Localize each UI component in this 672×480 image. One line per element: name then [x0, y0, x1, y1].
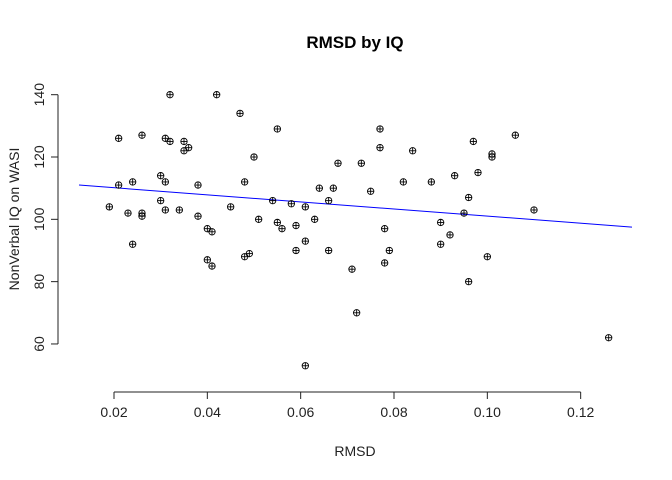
x-tick-label: 0.12 [567, 404, 594, 420]
data-point [381, 225, 389, 233]
y-tick-label: 80 [31, 274, 47, 290]
data-point [278, 225, 286, 233]
data-point [474, 168, 482, 177]
data-point [367, 187, 375, 195]
y-axis-label: NonVerbal IQ on WASI [6, 148, 22, 291]
data-point [483, 253, 491, 261]
data-point [460, 209, 468, 217]
data-point [301, 203, 309, 211]
data-point [157, 196, 165, 205]
y-tick-label: 100 [31, 207, 47, 231]
data-point [451, 172, 459, 180]
data-point [161, 206, 169, 214]
data-point [166, 91, 174, 99]
data-point [353, 309, 361, 317]
data-point [157, 172, 165, 180]
data-point [129, 240, 137, 248]
data-point [301, 237, 309, 245]
y-tick-label: 120 [31, 145, 47, 169]
data-point [105, 203, 113, 211]
data-point [301, 362, 309, 370]
data-point [138, 131, 146, 139]
data-points [105, 91, 613, 370]
data-point [273, 218, 281, 227]
data-point [469, 137, 477, 146]
data-point [292, 221, 300, 230]
data-point [241, 178, 249, 186]
data-point [227, 203, 235, 211]
data-point [348, 265, 356, 273]
data-point [325, 196, 333, 205]
data-point [203, 225, 211, 233]
data-point [325, 246, 333, 255]
data-point [213, 91, 221, 99]
x-tick-label: 0.06 [287, 404, 314, 420]
data-point [399, 178, 407, 186]
data-point [376, 125, 384, 133]
data-point [161, 178, 169, 186]
x-tick-label: 0.08 [380, 404, 407, 420]
data-point [203, 256, 211, 264]
data-point [465, 193, 473, 202]
data-point [255, 215, 263, 223]
data-point [437, 218, 445, 227]
data-point [376, 144, 384, 152]
x-tick-label: 0.10 [474, 404, 501, 420]
data-point [129, 178, 137, 186]
data-point [273, 125, 281, 133]
data-point [465, 277, 473, 286]
data-point [334, 159, 342, 167]
data-point [409, 147, 417, 155]
data-point [357, 159, 365, 167]
data-point [138, 212, 146, 220]
data-point [208, 228, 216, 236]
data-point [605, 334, 613, 342]
data-point [115, 134, 123, 142]
data-point [208, 262, 216, 270]
chart-title: RMSD by IQ [306, 33, 403, 52]
data-point [437, 240, 445, 248]
y-tick-label: 140 [31, 83, 47, 107]
data-point [241, 253, 249, 261]
data-point [245, 249, 253, 258]
data-point [124, 209, 132, 217]
data-point [287, 200, 295, 208]
data-point [511, 131, 519, 139]
data-point [185, 144, 193, 152]
data-point [292, 246, 300, 255]
regression-line [78, 184, 633, 228]
data-point [250, 153, 258, 161]
data-point [315, 184, 323, 192]
x-axis-label: RMSD [334, 443, 375, 459]
data-point [381, 259, 389, 267]
x-tick-label: 0.04 [194, 404, 221, 420]
data-point [385, 246, 393, 255]
data-point [311, 215, 319, 223]
data-point [427, 178, 435, 186]
axes: 0.02 0.04 0.06 0.08 0.10 0.12 60 80 100 120 140 [31, 83, 595, 420]
data-point [180, 137, 188, 146]
data-point [115, 181, 123, 189]
data-point [180, 147, 188, 155]
data-point [194, 212, 202, 220]
regression-line-group [78, 184, 633, 228]
data-point [329, 184, 337, 192]
y-tick-label: 60 [31, 336, 47, 352]
data-point [236, 109, 244, 118]
data-point [488, 150, 496, 158]
data-point [194, 181, 202, 189]
x-tick-label: 0.02 [100, 404, 127, 420]
data-point [161, 134, 169, 142]
data-point [166, 137, 174, 146]
data-point [446, 231, 454, 239]
data-point [175, 206, 183, 214]
data-point [530, 206, 538, 214]
data-point [269, 196, 277, 205]
